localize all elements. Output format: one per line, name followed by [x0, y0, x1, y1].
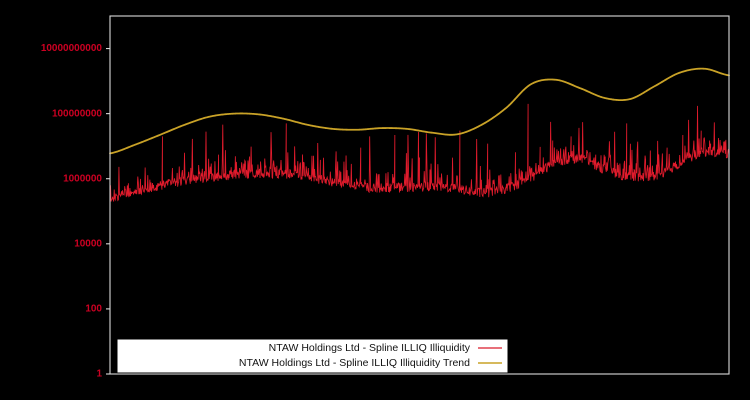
chart-legend[interactable]: NTAW Holdings Ltd - Spline ILLIQ Illiqui…: [116, 338, 509, 374]
y-tick-label: 1: [96, 369, 102, 380]
plot-area-border: [109, 15, 730, 375]
y-axis-tick-labels: 10000000000 100000000 1000000 10000 100 1: [41, 43, 103, 379]
plot-background: [110, 16, 729, 374]
y-axis-tick-marks: [106, 47, 110, 375]
legend-label-trend: NTAW Holdings Ltd - Spline ILLIQ Illiqui…: [239, 357, 470, 369]
y-tick-label: 100: [85, 304, 102, 315]
series-illiq-line: [109, 103, 730, 202]
y-tick-label: 100000000: [52, 108, 102, 119]
series-trend-line: [109, 67, 730, 155]
y-tick-label: 1000000: [63, 173, 102, 184]
legend-frame: [116, 338, 509, 374]
legend-label-illiq: NTAW Holdings Ltd - Spline ILLIQ Illiqui…: [269, 342, 471, 354]
y-tick-label: 10000000000: [41, 43, 103, 54]
y-tick-label: 10000: [74, 238, 102, 249]
